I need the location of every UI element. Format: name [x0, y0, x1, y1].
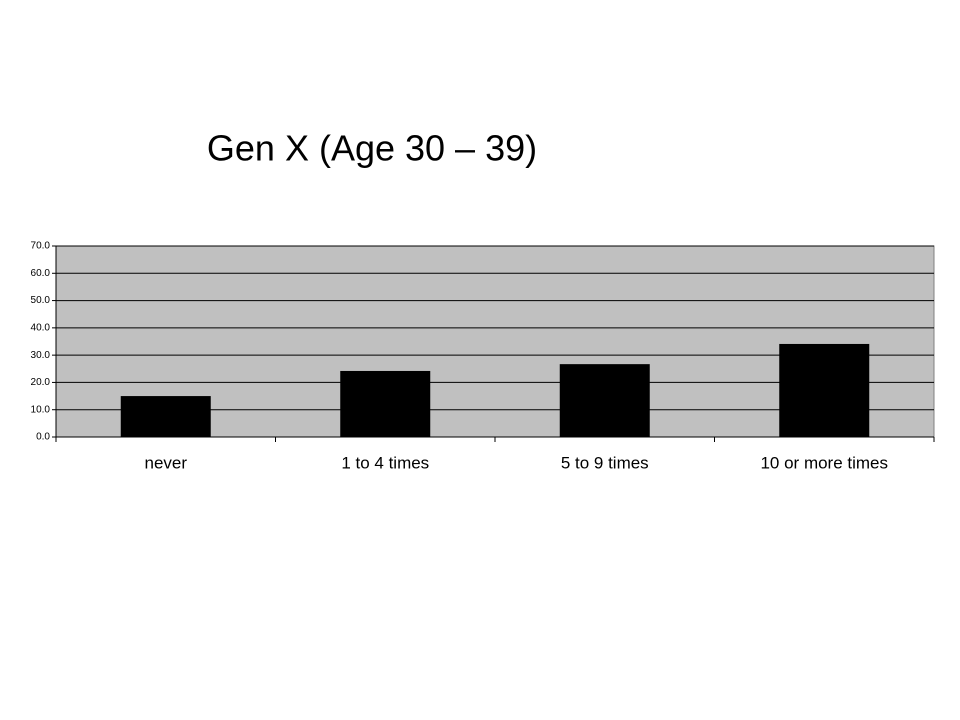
x-tick-label: 1 to 4 times: [341, 453, 429, 472]
y-tick-label: 40.0: [31, 322, 51, 333]
bar: [340, 370, 431, 437]
bar: [779, 343, 870, 437]
y-tick-label: 70.0: [31, 241, 51, 252]
y-tick-label: 30.0: [31, 350, 51, 361]
bar: [559, 364, 650, 437]
y-tick-label: 0.0: [36, 432, 50, 443]
x-tick-label: 5 to 9 times: [561, 453, 649, 472]
y-tick-label: 60.0: [31, 268, 51, 279]
chart-title: Gen X (Age 30 – 39): [207, 128, 537, 169]
y-tick-label: 10.0: [31, 404, 51, 415]
y-tick-label: 50.0: [31, 295, 51, 306]
y-tick-label: 20.0: [31, 377, 51, 388]
x-tick-label: 10 or more times: [760, 453, 888, 472]
bar: [120, 396, 211, 437]
x-tick-label: never: [144, 453, 187, 472]
